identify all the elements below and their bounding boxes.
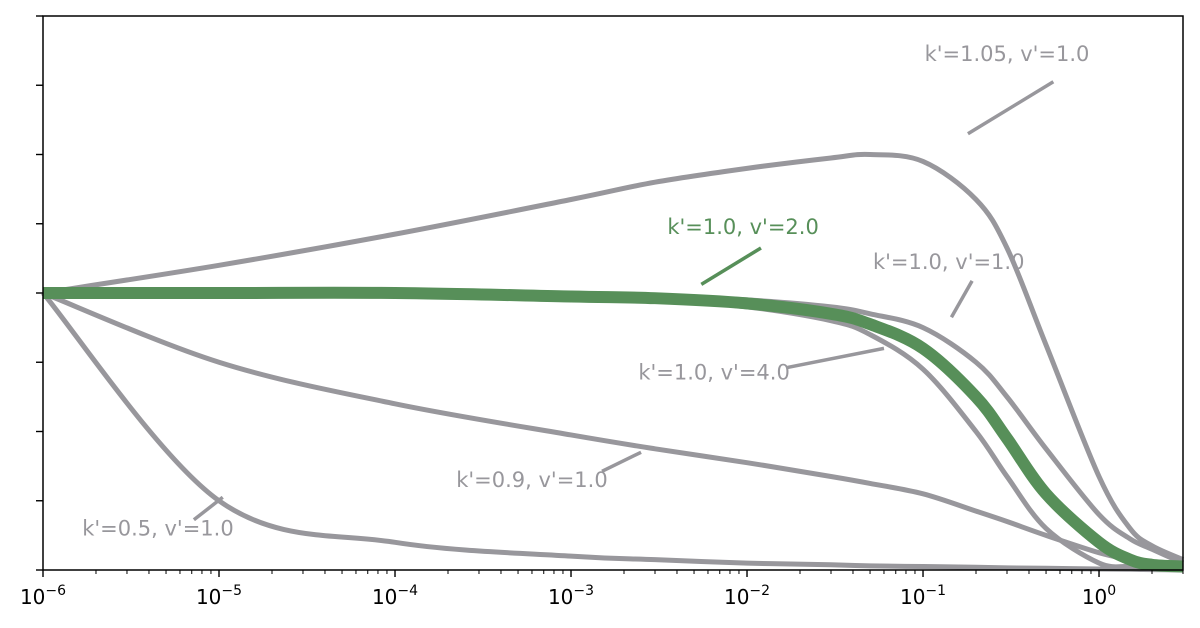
- annotation-pointer-5: [601, 450, 642, 473]
- x-tick-label: 10−1: [900, 583, 946, 609]
- series-label-3: k'=1.0, v'=2.0: [667, 215, 818, 239]
- x-tick-label: 10−4: [372, 583, 418, 609]
- x-tick-label: 10−6: [20, 583, 66, 609]
- annotation-pointer-1: [967, 80, 1055, 136]
- series-label-4: k'=1.0, v'=4.0: [638, 361, 789, 385]
- series-label-6: k'=0.5, v'=1.0: [82, 516, 233, 540]
- x-tick-label: 10−2: [724, 583, 770, 609]
- series-line-3: [42, 286, 1184, 573]
- series-line-1: [42, 151, 1185, 562]
- series-layer: [41, 151, 1185, 573]
- series-label-5: k'=0.9, v'=1.0: [456, 468, 607, 492]
- annotation-pointer-2: [949, 280, 974, 319]
- annotation-pointer-6: [192, 495, 224, 522]
- series-label-1: k'=1.05, v'=1.0: [925, 42, 1090, 66]
- axis-ticks: 10−6 10−5 10−4 10−3 10−2 10−1 100: [20, 15, 1184, 609]
- annotation-pointer-4: [787, 346, 885, 370]
- series-line-5: [42, 290, 1184, 570]
- x-tick-label: 100: [1082, 583, 1116, 609]
- annotation-pointer-3: [700, 246, 762, 286]
- x-tick-label: 10−5: [196, 583, 242, 609]
- x-tick-label: 10−3: [548, 583, 594, 609]
- annotation-layer: k'=1.05, v'=1.0 k'=1.0, v'=1.0 k'=1.0, v'=…: [82, 42, 1089, 540]
- series-line-6: [41, 291, 1184, 573]
- series-label-2: k'=1.0, v'=1.0: [873, 250, 1024, 274]
